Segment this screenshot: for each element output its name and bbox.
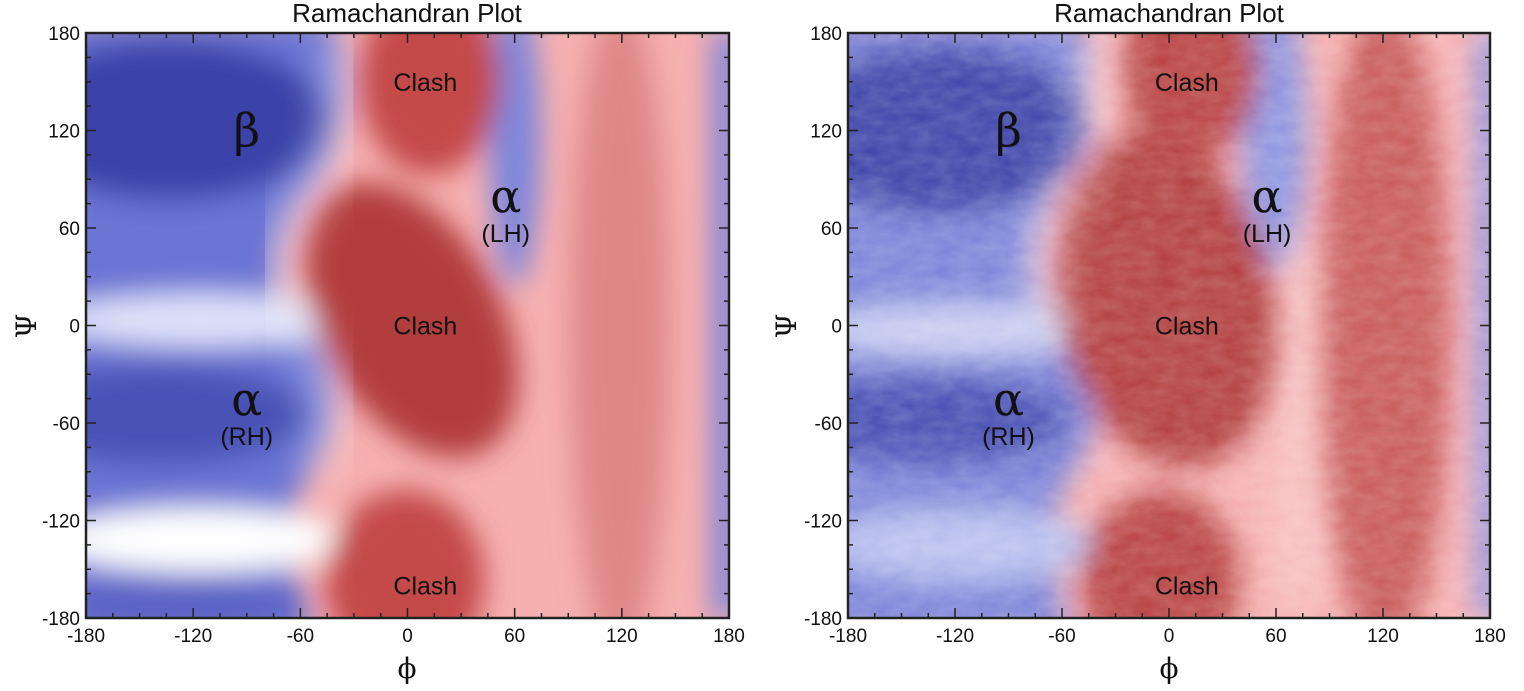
red-stripe-right: [570, 33, 670, 618]
y-tick-label: 180: [810, 24, 842, 45]
ramachandran-panel-right: Ramachandran Plot -180: [770, 0, 1506, 685]
region-symbol: α: [1252, 169, 1283, 223]
region-handedness-label: (LH): [1243, 220, 1292, 248]
x-tick-label: -120: [936, 626, 974, 647]
clash-label: Clash: [1155, 69, 1219, 97]
clash-label: Clash: [1155, 313, 1219, 341]
x-tick-label: 180: [713, 626, 745, 647]
neutral-band-low: [86, 508, 350, 572]
chart-title: Ramachandran Plot: [1054, 0, 1285, 28]
clash-label: Clash: [1155, 573, 1219, 601]
y-tick-label: 0: [69, 317, 80, 338]
region-symbol: α: [231, 372, 262, 426]
x-tick-label: -180: [829, 626, 867, 647]
x-axis: -180 -120 -60 0 60 120 180: [67, 33, 745, 647]
x-axis: -180 -120 -60 0 60 120 180: [829, 33, 1506, 647]
texture-overlay: [848, 33, 1490, 618]
y-tick-label: -180: [42, 609, 80, 630]
y-axis-label: Ψ: [10, 314, 43, 339]
clash-center: [301, 182, 519, 458]
x-tick-label: 120: [606, 626, 638, 647]
clash-bottom: [325, 490, 485, 618]
region-symbol: β: [233, 104, 260, 158]
heatmap-field: [86, 33, 729, 618]
beta-core: [86, 40, 330, 200]
bottom-blue: [86, 581, 310, 618]
region-symbol: β: [995, 104, 1022, 158]
x-tick-label: 60: [1265, 626, 1286, 647]
y-tick-label: -60: [53, 414, 80, 435]
y-tick-label: 0: [831, 317, 842, 338]
x-tick-label: 120: [1367, 626, 1399, 647]
clash-label: Clash: [393, 573, 457, 601]
y-axis: 180 120 60 0 -60 -120 -180: [42, 24, 729, 630]
x-tick-label: -60: [287, 626, 314, 647]
y-tick-label: -60: [815, 414, 842, 435]
region-handedness-label: (RH): [982, 423, 1035, 451]
region-symbol: α: [490, 169, 521, 223]
y-tick-label: 60: [821, 219, 842, 240]
clash-top: [360, 33, 500, 175]
x-tick-label: 0: [402, 626, 413, 647]
y-tick-label: 120: [810, 122, 842, 143]
y-axis: 180 120 60 0 -60 -120 -180: [804, 24, 1490, 630]
x-axis-label: ϕ: [1159, 652, 1178, 685]
region-handedness-label: (LH): [481, 220, 530, 248]
alpha-lh-lobe: [489, 33, 541, 285]
x-tick-label: 180: [1474, 626, 1506, 647]
chart-title: Ramachandran Plot: [292, 0, 523, 28]
alpha-rh-core: [86, 365, 310, 465]
x-tick-label: 60: [504, 626, 525, 647]
clash-label: Clash: [393, 69, 457, 97]
y-tick-label: -180: [804, 609, 842, 630]
ramachandran-panel-left: Ramachandran Plot: [10, 0, 745, 685]
region-symbol: α: [993, 372, 1024, 426]
y-axis-label: Ψ: [770, 314, 803, 339]
heatmap-field: [848, 33, 1490, 618]
x-tick-label: -180: [67, 626, 105, 647]
y-tick-label: -120: [42, 512, 80, 533]
x-tick-label: -60: [1048, 626, 1075, 647]
y-tick-label: -120: [804, 512, 842, 533]
region-handedness-label: (RH): [220, 423, 273, 451]
y-tick-label: 120: [48, 122, 80, 143]
y-tick-label: 60: [59, 219, 80, 240]
x-tick-label: -120: [174, 626, 212, 647]
x-tick-label: 0: [1164, 626, 1175, 647]
y-tick-label: 180: [48, 24, 80, 45]
clash-label: Clash: [393, 313, 457, 341]
x-axis-label: ϕ: [397, 652, 416, 685]
